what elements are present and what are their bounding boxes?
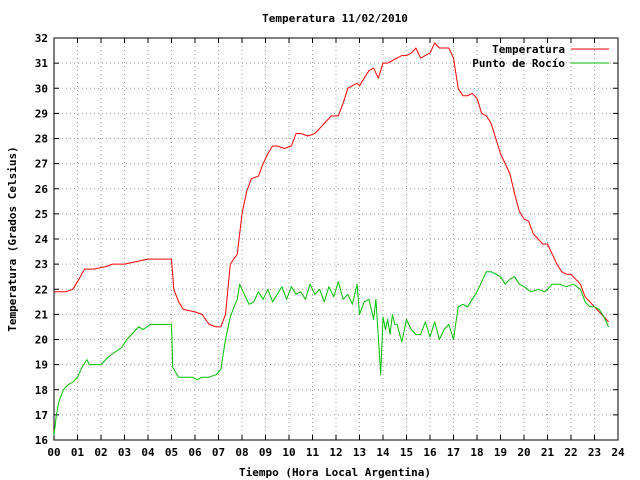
series-lines xyxy=(53,42,610,436)
x-tick-label: 15 xyxy=(400,446,413,459)
x-tick-label: 10 xyxy=(282,446,295,459)
x-tick-label: 22 xyxy=(564,446,577,459)
x-tick-label: 13 xyxy=(353,446,366,459)
x-tick-label: 07 xyxy=(212,446,225,459)
legend-label: Temperatura xyxy=(492,43,565,56)
x-tick-label: 06 xyxy=(188,446,202,459)
x-tick-label: 21 xyxy=(541,446,555,459)
x-axis-title: Tiempo (Hora Local Argentina) xyxy=(239,466,431,479)
x-tick-label: 05 xyxy=(165,446,178,459)
x-tick-label: 03 xyxy=(118,446,131,459)
x-tick-label: 19 xyxy=(494,446,507,459)
x-tick-label: 23 xyxy=(588,446,601,459)
chart-title: Temperatura 11/02/2010 xyxy=(262,12,408,25)
x-tick-label: 00 xyxy=(47,446,60,459)
x-tick-label: 08 xyxy=(235,446,248,459)
y-tick-label: 32 xyxy=(35,32,48,45)
y-tick-label: 18 xyxy=(35,384,48,397)
x-tick-label: 14 xyxy=(376,446,390,459)
x-tick-label: 24 xyxy=(611,446,625,459)
x-tick-label: 16 xyxy=(423,446,437,459)
axis-ticks: 00 01 02 03 04 05 06 07 08 09 10 11 12 13 14 15 16 17 18 19… xyxy=(35,32,625,459)
y-tick-label: 21 xyxy=(35,308,49,321)
y-tick-label: 30 xyxy=(35,82,48,95)
y-axis-title: Temperatura (Grados Celsius) xyxy=(6,146,19,331)
x-tick-label: 01 xyxy=(71,446,85,459)
y-tick-label: 28 xyxy=(35,133,48,146)
y-tick-label: 22 xyxy=(35,283,48,296)
x-tick-label: 12 xyxy=(329,446,342,459)
x-tick-label: 17 xyxy=(447,446,460,459)
series-line-punto-de-rocio xyxy=(53,271,610,436)
y-tick-label: 29 xyxy=(35,107,48,120)
y-tick-label: 31 xyxy=(35,57,49,70)
x-tick-label: 18 xyxy=(470,446,483,459)
x-tick-label: 11 xyxy=(306,446,320,459)
y-tick-label: 23 xyxy=(35,258,48,271)
x-tick-label: 09 xyxy=(259,446,272,459)
series-line-temperatura xyxy=(54,42,609,328)
y-tick-label: 20 xyxy=(35,334,48,347)
y-tick-label: 17 xyxy=(35,409,48,422)
y-tick-label: 24 xyxy=(35,233,49,246)
grid-lines xyxy=(54,38,618,440)
y-tick-label: 27 xyxy=(35,158,48,171)
y-tick-label: 25 xyxy=(35,208,48,221)
x-tick-label: 04 xyxy=(141,446,155,459)
x-tick-label: 20 xyxy=(517,446,530,459)
y-tick-label: 19 xyxy=(35,359,48,372)
y-tick-label: 16 xyxy=(35,434,49,447)
x-tick-label: 02 xyxy=(94,446,107,459)
legend-label: Punto de Rocío xyxy=(472,57,565,70)
y-tick-label: 26 xyxy=(35,183,49,196)
